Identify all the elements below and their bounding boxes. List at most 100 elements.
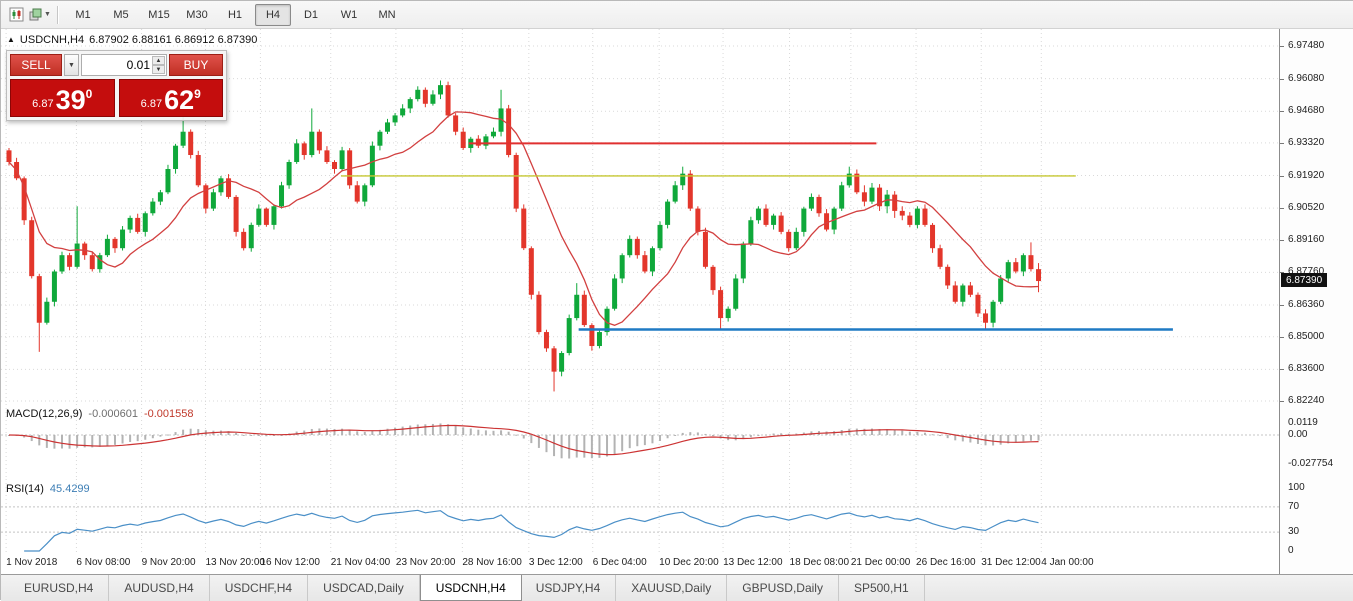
- timeframe-mn[interactable]: MN: [378, 8, 396, 21]
- sell-price-prefix: 6.87: [32, 98, 54, 110]
- timeframe-h4[interactable]: H4: [255, 3, 291, 26]
- macd-panel: MACD(12,26,9) -0.000601 -0.001558: [1, 404, 1279, 479]
- macd-canvas[interactable]: [1, 404, 1279, 479]
- timeframe-h1[interactable]: H1: [227, 8, 243, 21]
- one-click-trade-panel: SELL ▼ ▲ ▼ BUY 6.87 39 0 6.87 62 9: [6, 50, 227, 121]
- tab-eurusd-h4[interactable]: EURUSD,H4: [9, 575, 110, 601]
- buy-price-prefix: 6.87: [140, 98, 163, 110]
- price-axis-label: 6.83600: [1288, 363, 1325, 375]
- buy-button[interactable]: BUY: [169, 54, 223, 76]
- time-axis-label: 18 Dec 08:00: [789, 557, 850, 568]
- price-axis-label: 6.85000: [1288, 330, 1325, 342]
- macd-axis-label: -0.027754: [1288, 458, 1334, 469]
- time-axis-label: 1 Nov 2018: [6, 557, 58, 568]
- buy-price-button[interactable]: 6.87 62 9: [118, 79, 223, 117]
- tab-usdjpy-h4[interactable]: USDJPY,H4: [521, 575, 617, 601]
- volume-input[interactable]: [82, 55, 166, 75]
- chart-ohlc-values: 6.87902 6.88161 6.86912 6.87390: [89, 34, 258, 46]
- time-axis-label: 21 Dec 00:00: [850, 557, 911, 568]
- chart-title: ▲ USDCNH,H4 6.87902 6.88161 6.86912 6.87…: [7, 34, 257, 46]
- price-axis-label: 6.87760: [1288, 266, 1325, 278]
- new-chart-icon[interactable]: [4, 4, 28, 26]
- axis-tick: [1280, 78, 1284, 80]
- tab-usdchf-h4[interactable]: USDCHF,H4: [210, 575, 309, 601]
- tab-audusd-h4[interactable]: AUDUSD,H4: [109, 575, 210, 601]
- one-click-toggle-icon[interactable]: ▲: [7, 35, 15, 44]
- axis-tick: [1280, 401, 1284, 402]
- sell-price-button[interactable]: 6.87 39 0: [10, 79, 115, 117]
- chart-symbol-label: USDCNH,H4: [19, 34, 85, 46]
- time-axis-label: 23 Nov 20:00: [395, 557, 456, 568]
- time-axis-label: 6 Nov 08:00: [76, 557, 131, 568]
- time-axis-label: 6 Dec 04:00: [592, 557, 647, 568]
- candles-layer: [6, 80, 1042, 392]
- ma-line[interactable]: [8, 111, 1039, 326]
- timeframe-m1[interactable]: M1: [75, 8, 91, 21]
- rsi-label: RSI(14) 45.4299: [6, 483, 90, 495]
- time-axis-label: 16 Nov 12:00: [260, 557, 320, 568]
- price-axis-label: 6.96080: [1288, 72, 1325, 84]
- timeframe-w1[interactable]: W1: [340, 8, 358, 21]
- axis-tick: [1280, 336, 1284, 338]
- price-axis-label: 6.86360: [1288, 299, 1325, 311]
- timeframe-m5[interactable]: M5: [113, 8, 129, 21]
- timeframe-m15[interactable]: M15: [148, 8, 170, 21]
- time-axis-label: 28 Nov 16:00: [462, 557, 522, 568]
- price-axis-label: 6.94680: [1288, 105, 1325, 117]
- macd-main-value: -0.000601: [88, 408, 138, 420]
- time-axis[interactable]: 1 Nov 2018 6 Nov 08:00 9 Nov 20:00 13 Nov 2…: [1, 554, 1279, 574]
- order-type-caret-button[interactable]: ▼: [64, 54, 79, 76]
- tab-xauusd-daily[interactable]: XAUUSD,Daily: [616, 575, 728, 601]
- time-axis-label: 3 Dec 12:00: [528, 557, 583, 568]
- timeframe-group: M1 M5 M15 M30 H1 H4 D1 W1 MN: [64, 3, 406, 26]
- price-axis-label: 6.93320: [1288, 136, 1325, 148]
- volume-decrease-button[interactable]: ▼: [152, 65, 165, 74]
- caret-down-icon: ▼: [68, 61, 75, 69]
- timeframe-d1[interactable]: D1: [303, 8, 319, 21]
- time-axis-label: 13 Dec 12:00: [723, 557, 783, 568]
- dropdown-caret-icon: ▼: [44, 11, 51, 18]
- axis-tick: [1280, 369, 1284, 371]
- sell-price-pipette: 0: [85, 87, 93, 101]
- sell-button-label: SELL: [21, 58, 51, 72]
- axis-tick: [1280, 111, 1284, 113]
- rsi-name: RSI(14): [6, 483, 44, 495]
- price-axis-label: 6.82240: [1288, 395, 1325, 406]
- sell-price-big-digits: 39: [55, 85, 86, 115]
- tab-sp500-h1[interactable]: SP500,H1: [839, 575, 925, 601]
- time-axis-label: 13 Nov 20:00: [205, 557, 265, 568]
- buy-price-big-digits: 62: [164, 85, 195, 115]
- rsi-value: 45.4299: [49, 483, 90, 495]
- axis-tick: [1280, 142, 1284, 144]
- price-axis-label: 6.89160: [1288, 233, 1325, 245]
- price-chart-panel: ▲ USDCNH,H4 6.87902 6.88161 6.86912 6.87…: [1, 29, 1279, 404]
- rsi-canvas[interactable]: [1, 479, 1279, 554]
- price-axis-label: 6.91920: [1288, 169, 1325, 181]
- toolbar-separator: [57, 5, 59, 24]
- time-axis-label: 9 Nov 20:00: [141, 557, 196, 568]
- axis-tick: [1280, 239, 1284, 241]
- axis-tick: [1280, 305, 1284, 307]
- time-axis-label: 4 Jan 00:00: [1041, 557, 1094, 568]
- tab-usdcad-daily[interactable]: USDCAD,Daily: [308, 575, 420, 601]
- timeframe-m30[interactable]: M30: [186, 8, 208, 21]
- macd-axis-label: 0.00: [1288, 429, 1308, 440]
- macd-axis-label: 0.0119: [1288, 416, 1318, 428]
- current-price-badge: 6.87390: [1281, 273, 1328, 288]
- buy-button-label: BUY: [183, 58, 209, 72]
- tab-usdcnh-h4[interactable]: USDCNH,H4: [419, 575, 522, 601]
- volume-increase-button[interactable]: ▲: [152, 56, 165, 65]
- chart-objects-icon[interactable]: ▼: [28, 4, 52, 26]
- axis-tick: [1280, 272, 1284, 274]
- rsi-axis-label: 100: [1288, 482, 1305, 493]
- candlestick-glyph: [9, 7, 23, 22]
- macd-label: MACD(12,26,9) -0.000601 -0.001558: [6, 408, 194, 420]
- axis-tick: [1280, 175, 1284, 177]
- rsi-line: [24, 509, 1039, 552]
- sell-button[interactable]: SELL: [10, 54, 62, 76]
- toolbar: ▼ M1 M5 M15 M30 H1 H4 D1 W1 MN: [1, 1, 1353, 29]
- layers-glyph: [29, 8, 42, 20]
- tab-gbpusd-daily[interactable]: GBPUSD,Daily: [727, 575, 839, 601]
- price-axis[interactable]: 6.97480 6.96080 6.94680 6.93320 6.91920 6.905…: [1279, 29, 1353, 574]
